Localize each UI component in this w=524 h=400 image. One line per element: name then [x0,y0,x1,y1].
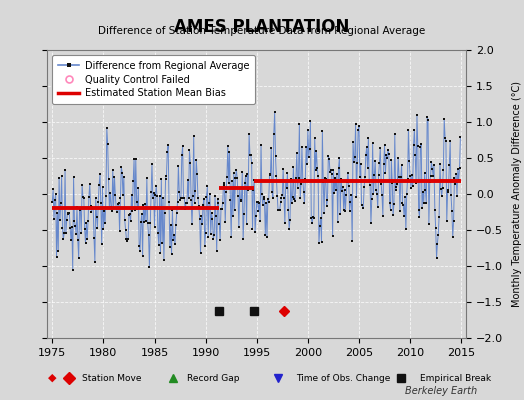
Text: Difference of Station Temperature Data from Regional Average: Difference of Station Temperature Data f… [99,26,425,36]
Legend: Difference from Regional Average, Quality Control Failed, Estimated Station Mean: Difference from Regional Average, Qualit… [52,55,255,104]
Text: Record Gap: Record Gap [187,374,239,383]
Text: Station Move: Station Move [82,374,142,383]
Text: Empirical Break: Empirical Break [420,374,491,383]
Text: Time of Obs. Change: Time of Obs. Change [297,374,391,383]
Text: Berkeley Earth: Berkeley Earth [405,386,477,396]
Text: ◆: ◆ [48,373,57,383]
Y-axis label: Monthly Temperature Anomaly Difference (°C): Monthly Temperature Anomaly Difference (… [511,81,521,307]
Text: AMES PLANTATION: AMES PLANTATION [174,18,350,36]
